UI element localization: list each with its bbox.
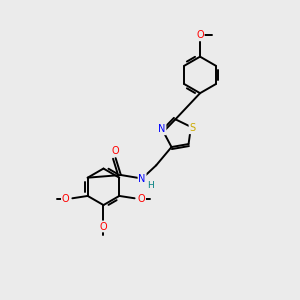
Text: O: O (138, 194, 145, 204)
Text: H: H (148, 181, 154, 190)
Text: N: N (158, 124, 166, 134)
Text: O: O (196, 31, 204, 40)
Text: O: O (112, 146, 119, 157)
Text: N: N (138, 173, 146, 184)
Text: S: S (189, 123, 196, 134)
Text: O: O (100, 222, 107, 232)
Text: O: O (62, 194, 69, 204)
